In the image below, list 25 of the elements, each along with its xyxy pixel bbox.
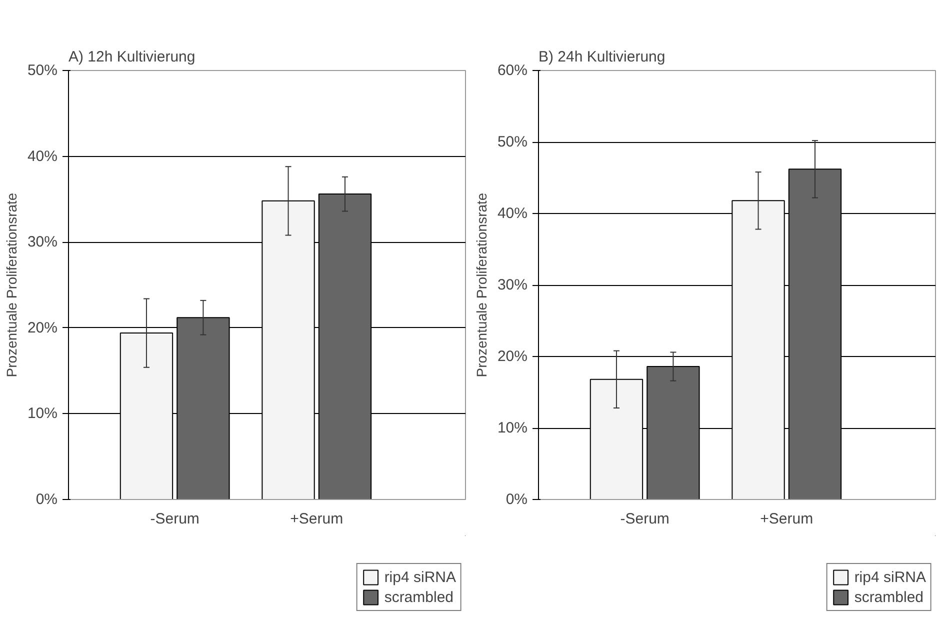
y-tick-label: 50%: [27, 62, 58, 79]
y-axis-title: Prozentuale Proliferationsrate: [473, 192, 490, 378]
legend-label: rip4 siRNA: [384, 568, 456, 586]
y-tick-label: 20%: [497, 348, 528, 365]
chart-title: B) 24h Kultivierung: [538, 48, 666, 66]
chart-title: A) 12h Kultivierung: [68, 48, 196, 66]
y-tick-label: 40%: [27, 148, 58, 165]
y-tick-label: 60%: [497, 62, 528, 79]
legend-label: rip4 siRNA: [854, 568, 926, 586]
y-tick-label: 30%: [27, 234, 58, 251]
y-tick-label: 0%: [506, 491, 528, 508]
legend-label: scrambled: [384, 588, 454, 606]
x-tick-label: -Serum: [150, 510, 200, 528]
y-axis-title: Prozentuale Proliferationsrate: [3, 192, 20, 378]
y-tick-label: 0%: [36, 491, 58, 508]
y-tick-label: 30%: [497, 276, 528, 294]
x-tick-label: -Serum: [620, 510, 670, 528]
y-tick-label: 50%: [497, 134, 528, 150]
y-tick-label: 40%: [497, 205, 528, 222]
y-tick-label: 20%: [27, 319, 58, 336]
y-tick-label: 10%: [497, 420, 528, 436]
x-tick-label: +Serum: [760, 510, 814, 528]
legend-label: scrambled: [854, 588, 924, 606]
x-tick-label: +Serum: [290, 510, 344, 528]
y-tick-label: 10%: [27, 405, 58, 422]
